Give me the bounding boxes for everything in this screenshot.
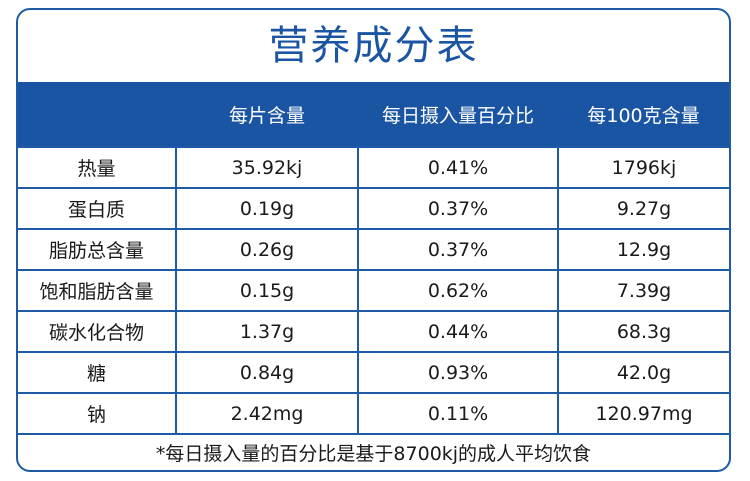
- per-100g-value: 12.9g: [557, 228, 729, 270]
- table-row: 蛋白质 0.19g 0.37% 9.27g: [18, 187, 729, 229]
- nutrient-name: 糖: [18, 351, 176, 393]
- per-100g-value: 120.97mg: [557, 392, 729, 433]
- per-tablet-value: 0.26g: [175, 228, 358, 270]
- daily-percent-value: 0.93%: [357, 351, 558, 393]
- per-tablet-value: 2.42mg: [175, 392, 358, 433]
- nutrient-name: 脂肪总含量: [18, 228, 176, 270]
- per-tablet-value: 1.37g: [175, 310, 358, 352]
- daily-percent-value: 0.37%: [357, 228, 558, 270]
- per-100g-value: 42.0g: [557, 351, 729, 393]
- table-title: 营养成分表: [268, 23, 479, 69]
- footnote: *每日摄入量的百分比是基于8700kj的成人平均饮食: [18, 433, 729, 470]
- nutrient-name: 碳水化合物: [18, 310, 176, 352]
- daily-percent-value: 0.11%: [357, 392, 558, 433]
- per-100g-value: 9.27g: [557, 187, 729, 229]
- nutrient-name: 饱和脂肪含量: [18, 269, 176, 311]
- per-100g-value: 68.3g: [557, 310, 729, 352]
- daily-percent-value: 0.41%: [357, 146, 558, 188]
- nutrient-name: 蛋白质: [18, 187, 176, 229]
- per-tablet-value: 0.19g: [175, 187, 358, 229]
- header-row: 每片含量 每日摄入量百分比 每100克含量: [18, 82, 729, 147]
- per-tablet-value: 0.84g: [175, 351, 358, 393]
- table-row: 钠 2.42mg 0.11% 120.97mg: [18, 392, 729, 433]
- daily-percent-value: 0.44%: [357, 310, 558, 352]
- nutrient-name: 热量: [18, 146, 176, 188]
- per-tablet-value: 35.92kj: [175, 146, 358, 188]
- table-row: 碳水化合物 1.37g 0.44% 68.3g: [18, 310, 729, 352]
- table-row: 热量 35.92kj 0.41% 1796kj: [18, 146, 729, 188]
- per-100g-value: 1796kj: [557, 146, 729, 188]
- per-100g-value: 7.39g: [557, 269, 729, 311]
- nutrient-name: 钠: [18, 392, 176, 433]
- header-per-tablet: 每片含量: [176, 82, 358, 147]
- nutrition-card: 营养成分表 每片含量 每日摄入量百分比 每100克含量 热量 35.92kj 0…: [16, 8, 731, 472]
- header-daily-percent: 每日摄入量百分比: [358, 82, 558, 147]
- header-per-100g: 每100克含量: [558, 82, 729, 147]
- table-row: 糖 0.84g 0.93% 42.0g: [18, 351, 729, 393]
- per-tablet-value: 0.15g: [175, 269, 358, 311]
- nutrition-table: 每片含量 每日摄入量百分比 每100克含量 热量 35.92kj 0.41% 1…: [18, 82, 729, 433]
- daily-percent-value: 0.62%: [357, 269, 558, 311]
- header-nutrient: [18, 82, 176, 147]
- table-row: 脂肪总含量 0.26g 0.37% 12.9g: [18, 228, 729, 270]
- table-row: 饱和脂肪含量 0.15g 0.62% 7.39g: [18, 269, 729, 311]
- daily-percent-value: 0.37%: [357, 187, 558, 229]
